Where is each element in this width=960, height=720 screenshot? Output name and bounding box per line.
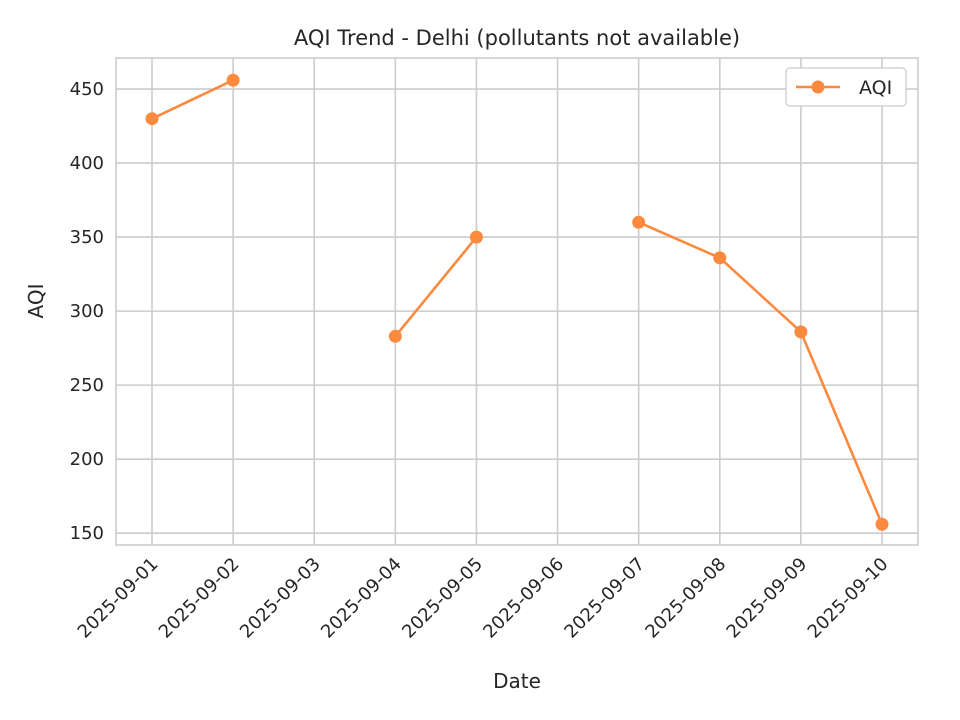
y-tick-label: 200 (70, 449, 104, 470)
data-point (794, 325, 808, 339)
series-line-segment (638, 221, 884, 525)
data-point (469, 230, 483, 244)
series-line-segment (394, 236, 478, 338)
data-point (713, 251, 727, 265)
data-point (226, 73, 240, 87)
y-tick-label: 400 (70, 153, 104, 174)
data-point (875, 517, 889, 531)
y-tick-label: 150 (70, 523, 104, 544)
legend: AQI (785, 67, 907, 107)
y-tick-label: 450 (70, 79, 104, 100)
legend-label: AQI (859, 77, 892, 99)
y-tick-label: 350 (70, 227, 104, 248)
data-point (145, 112, 159, 126)
plot-frame (115, 57, 919, 546)
y-tick-label: 250 (70, 375, 104, 396)
grid (116, 58, 918, 545)
data-point (388, 329, 402, 343)
y-axis-title: AQI (24, 284, 48, 319)
data-point (632, 215, 646, 229)
y-tick-label: 300 (70, 301, 104, 322)
x-axis-title: Date (493, 669, 541, 693)
series-layer (145, 73, 889, 531)
chart-title: AQI Trend - Delhi (pollutants not availa… (294, 26, 740, 50)
legend-box (785, 67, 907, 107)
series-line-segment (151, 79, 234, 120)
legend-point-marker (811, 80, 825, 94)
y-tick-labels: 150 200 250 300 350 400 450 (70, 79, 104, 544)
